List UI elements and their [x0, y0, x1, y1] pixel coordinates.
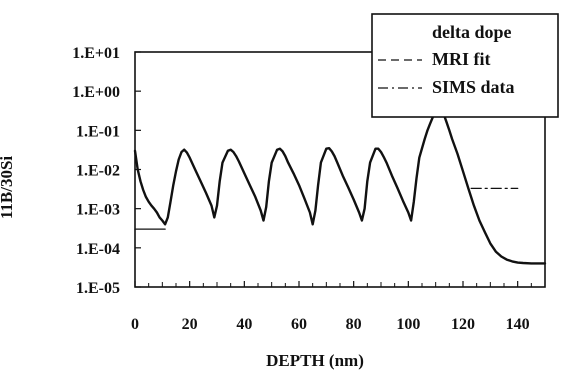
- x-tick-label: 60: [291, 316, 307, 333]
- series-layer: [133, 109, 547, 265]
- y-tick-label: 1.E-01: [76, 123, 120, 140]
- legend-label-mri-fit: MRI fit: [432, 49, 490, 69]
- x-tick-label: 120: [451, 316, 475, 333]
- series-line-sims-data-solid: [133, 109, 547, 265]
- x-tick-label: 100: [396, 316, 420, 333]
- legend: delta dope MRI fit SIMS data: [371, 13, 559, 118]
- x-tick-label: 0: [131, 316, 139, 333]
- x-tick-label: 20: [182, 316, 198, 333]
- y-tick-label: 1.E-04: [76, 241, 120, 258]
- x-tick-label: 40: [236, 316, 252, 333]
- axes-layer: 0 20 40 60 80 100 120 140 1.E-05 1.E-04 1.E-03 1.E-…: [72, 45, 546, 333]
- x-tick-label: 80: [346, 316, 362, 333]
- legend-box: [371, 13, 559, 118]
- y-tick-label: 1.E+01: [72, 45, 120, 62]
- y-tick-label: 1.E-05: [76, 280, 120, 297]
- legend-label-sims-data: SIMS data: [432, 77, 515, 97]
- y-tick-label: 1.E+00: [72, 84, 120, 101]
- y-tick-label: 1.E-02: [76, 163, 120, 180]
- x-axis-title: DEPTH (nm): [266, 351, 364, 370]
- y-axis-title: 11B/30Si: [0, 156, 16, 220]
- legend-title: delta dope: [432, 22, 512, 42]
- y-tick-label: 1.E-03: [76, 202, 120, 219]
- x-tick-label: 140: [506, 316, 530, 333]
